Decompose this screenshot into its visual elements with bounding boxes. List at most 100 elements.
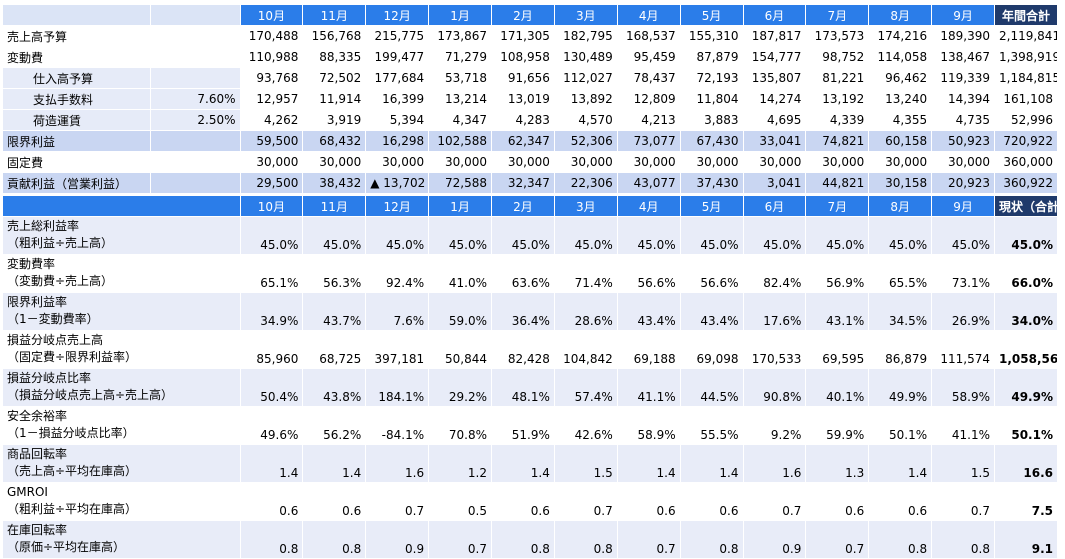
cell: 59.0% bbox=[428, 292, 492, 331]
cell: 170,533 bbox=[743, 330, 807, 369]
cell: 1,058,565 bbox=[994, 330, 1058, 369]
cell: 14,274 bbox=[743, 88, 807, 110]
cell: 72,588 bbox=[428, 172, 492, 194]
cell: 59,500 bbox=[240, 130, 304, 152]
cell: 0.7 bbox=[743, 482, 807, 521]
cell: 72,502 bbox=[302, 67, 367, 89]
cell: 184.1% bbox=[365, 368, 430, 407]
cell: 1.4 bbox=[617, 444, 681, 483]
label: 売上総利益率 bbox=[7, 219, 80, 233]
cell: 44,821 bbox=[805, 172, 870, 194]
cell: 1.4 bbox=[302, 444, 367, 483]
cell: 4,339 bbox=[805, 109, 870, 131]
cell: 12,957 bbox=[240, 88, 304, 110]
data-row: 支払手数料 7.60% 12,957 11,914 16,399 13,214 13,019… bbox=[3, 88, 1058, 110]
cell: 135,807 bbox=[743, 67, 807, 89]
rate bbox=[150, 151, 241, 173]
row-label: 貢献利益（営業利益） bbox=[3, 172, 151, 194]
cell: 1.4 bbox=[240, 444, 304, 483]
row-label: 売上高予算 bbox=[3, 25, 151, 47]
cell: 0.9 bbox=[743, 520, 807, 559]
cell: 56.2% bbox=[302, 406, 367, 445]
cell: 138,467 bbox=[931, 46, 995, 68]
cell: 0.8 bbox=[868, 520, 933, 559]
ratio-row: 変動費率 （変動費÷売上高） 65.1% 56.3% 92.4% 41.0% 63.6% 71… bbox=[3, 254, 1058, 293]
cell: 9.1 bbox=[994, 520, 1058, 559]
cell: 51.9% bbox=[491, 406, 555, 445]
rate: 2.50% bbox=[150, 109, 241, 131]
cell: 173,573 bbox=[805, 25, 870, 47]
cell: 67,430 bbox=[680, 130, 744, 152]
row-label: 在庫回転率 （原価÷平均在庫高） bbox=[3, 520, 241, 559]
label: 安全余裕率 bbox=[7, 409, 68, 423]
cell: 30,158 bbox=[868, 172, 933, 194]
cell: 7.6% bbox=[365, 292, 430, 331]
cell: 0.6 bbox=[240, 482, 304, 521]
cell: 0.9 bbox=[365, 520, 430, 559]
cell: 56.6% bbox=[680, 254, 744, 293]
column-header: 6月 bbox=[743, 196, 807, 217]
cell: 45.0% bbox=[931, 216, 995, 255]
cell: 95,459 bbox=[617, 46, 681, 68]
cell: 86,879 bbox=[868, 330, 933, 369]
data-row: 固定費 30,000 30,000 30,000 30,000 30,000 30,000 3… bbox=[3, 151, 1058, 173]
cell: 1.4 bbox=[491, 444, 555, 483]
cell: 34.9% bbox=[240, 292, 304, 331]
cell: 49.9% bbox=[994, 368, 1058, 407]
cell: 33,041 bbox=[743, 130, 807, 152]
cell: 50.1% bbox=[994, 406, 1058, 445]
column-header: 10月 bbox=[240, 196, 304, 217]
column-header: 12月 bbox=[365, 5, 430, 26]
cell: 12,809 bbox=[617, 88, 681, 110]
column-header: 4月 bbox=[617, 5, 681, 26]
cell: ▲ 13,702 bbox=[365, 172, 430, 194]
cell: 0.7 bbox=[365, 482, 430, 521]
cell: 71,279 bbox=[428, 46, 492, 68]
cell: 96,462 bbox=[868, 67, 933, 89]
cell: 66.0% bbox=[994, 254, 1058, 293]
cell: 0.8 bbox=[302, 520, 367, 559]
cell: 177,684 bbox=[365, 67, 430, 89]
column-header: 2月 bbox=[491, 196, 555, 217]
cell: -84.1% bbox=[365, 406, 430, 445]
cell: 2,119,841 bbox=[994, 25, 1058, 47]
row-label: 商品回転率 （売上高÷平均在庫高） bbox=[3, 444, 241, 483]
column-header: 5月 bbox=[680, 5, 744, 26]
budget-table: 10月 11月 12月 1月 2月 3月 4月 5月 6月 7月 8月 9月 年間合計 売上高予算 170,… bbox=[3, 5, 1058, 194]
cell: 20,923 bbox=[931, 172, 995, 194]
cell: 3,041 bbox=[743, 172, 807, 194]
cell: 0.8 bbox=[240, 520, 304, 559]
cell: 1.2 bbox=[428, 444, 492, 483]
cell: 69,188 bbox=[617, 330, 681, 369]
cell: 155,310 bbox=[680, 25, 744, 47]
column-header: 8月 bbox=[868, 196, 933, 217]
cell: 4,695 bbox=[743, 109, 807, 131]
corner bbox=[3, 5, 151, 26]
cell: 82.4% bbox=[743, 254, 807, 293]
cell: 42.6% bbox=[554, 406, 618, 445]
cell: 5,394 bbox=[365, 109, 430, 131]
column-header: 9月 bbox=[931, 196, 995, 217]
cell: 43.4% bbox=[680, 292, 744, 331]
cell: 73,077 bbox=[617, 130, 681, 152]
cell: 156,768 bbox=[302, 25, 367, 47]
cell: 7.5 bbox=[994, 482, 1058, 521]
cell: 28.6% bbox=[554, 292, 618, 331]
column-header: 8月 bbox=[868, 5, 933, 26]
cell: 215,775 bbox=[365, 25, 430, 47]
cell: 720,922 bbox=[994, 130, 1058, 152]
cell: 11,914 bbox=[302, 88, 367, 110]
column-header: 7月 bbox=[805, 5, 870, 26]
cell: 104,842 bbox=[554, 330, 618, 369]
cell: 55.5% bbox=[680, 406, 744, 445]
cell: 4,347 bbox=[428, 109, 492, 131]
cell: 360,922 bbox=[994, 172, 1058, 194]
cell: 52,996 bbox=[994, 109, 1058, 131]
row-label: 変動費 bbox=[3, 46, 151, 68]
cell: 34.5% bbox=[868, 292, 933, 331]
rate bbox=[150, 67, 241, 89]
cell: 13,214 bbox=[428, 88, 492, 110]
cell: 0.7 bbox=[428, 520, 492, 559]
row-label: 損益分岐点売上高 （固定費÷限界利益率） bbox=[3, 330, 241, 369]
column-header: 4月 bbox=[617, 196, 681, 217]
